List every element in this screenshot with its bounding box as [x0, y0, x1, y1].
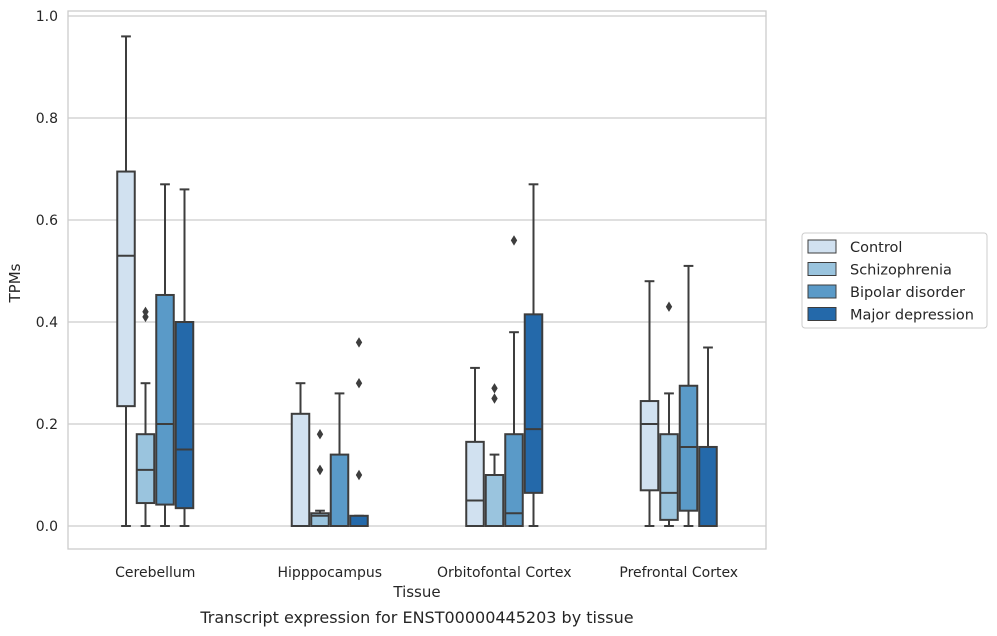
box-3-2 — [678, 264, 699, 527]
y-tick-label: 0.2 — [36, 417, 58, 433]
legend-frame — [801, 232, 988, 329]
axis-layer: 0.0 0.2 0.4 0.6 0.8 1.0 Cerebellum Hipppocampus… — [36, 9, 738, 581]
plot-frame — [67, 10, 767, 550]
outlier-point — [316, 429, 324, 440]
box-body — [678, 384, 699, 512]
y-tick-label: 1.0 — [36, 9, 58, 25]
outlier-point — [665, 301, 673, 312]
x-tick-label: Hipppocampus — [277, 565, 382, 581]
box-body — [484, 474, 505, 527]
box-0-0 — [116, 35, 136, 527]
box-body — [349, 514, 369, 527]
box-0-2 — [155, 183, 175, 527]
box-3-3 — [698, 346, 718, 528]
legend-label: Bipolar disorder — [850, 285, 965, 301]
x-tick-label: Cerebellum — [115, 565, 195, 581]
y-axis-label: TPMs — [6, 263, 24, 303]
outlier-point — [491, 393, 498, 404]
box-0-1 — [135, 306, 156, 527]
box-body — [659, 433, 679, 521]
y-tick-label: 0.8 — [36, 111, 58, 127]
legend-swatch — [807, 307, 837, 321]
box-body — [135, 433, 156, 505]
box-3-1 — [659, 301, 679, 527]
box-body — [290, 412, 311, 527]
box-body — [155, 293, 175, 506]
box-1-2 — [329, 392, 350, 528]
outlier-point — [355, 337, 363, 348]
box-layer — [116, 35, 718, 528]
box-body — [329, 453, 350, 528]
outlier-point — [355, 378, 363, 389]
box-body — [639, 400, 660, 492]
outlier-point — [355, 469, 363, 481]
box-1-1 — [310, 429, 330, 527]
box-1-3 — [349, 337, 369, 527]
x-tick-label: Prefrontal Cortex — [619, 565, 738, 581]
box-0-3 — [174, 188, 195, 527]
legend-swatch — [807, 239, 837, 254]
box-2-1 — [484, 383, 505, 527]
box-body — [698, 445, 718, 528]
box-body — [504, 433, 524, 528]
box-2-3 — [523, 183, 544, 527]
box-body — [523, 313, 544, 494]
legend-label: Control — [850, 240, 902, 256]
box-2-2 — [504, 235, 524, 528]
box-body — [116, 170, 136, 408]
box-1-0 — [290, 382, 311, 527]
x-axis-label: Tissue — [392, 583, 440, 601]
outlier-point — [491, 383, 498, 394]
y-tick-label: 0.6 — [36, 213, 58, 229]
outlier-point — [316, 464, 324, 476]
box-body — [174, 321, 195, 510]
legend: Control Schizophrenia Bipolar disorder Majo… — [801, 232, 988, 329]
outlier-point — [142, 306, 149, 317]
outlier-point — [510, 235, 518, 246]
x-tick-label: Orbitofontal Cortex — [437, 565, 572, 581]
box-2-0 — [465, 366, 485, 528]
legend-swatch — [807, 284, 837, 299]
box-body — [465, 440, 485, 528]
chart-caption: Transcript expression for ENST0000044520… — [199, 608, 633, 627]
y-tick-label: 0.0 — [36, 519, 58, 535]
legend-label: Schizophrenia — [850, 263, 952, 279]
legend-label: Major depression — [850, 308, 974, 324]
legend-swatch — [807, 262, 837, 276]
box-3-0 — [639, 280, 660, 527]
y-tick-label: 0.4 — [36, 315, 58, 331]
